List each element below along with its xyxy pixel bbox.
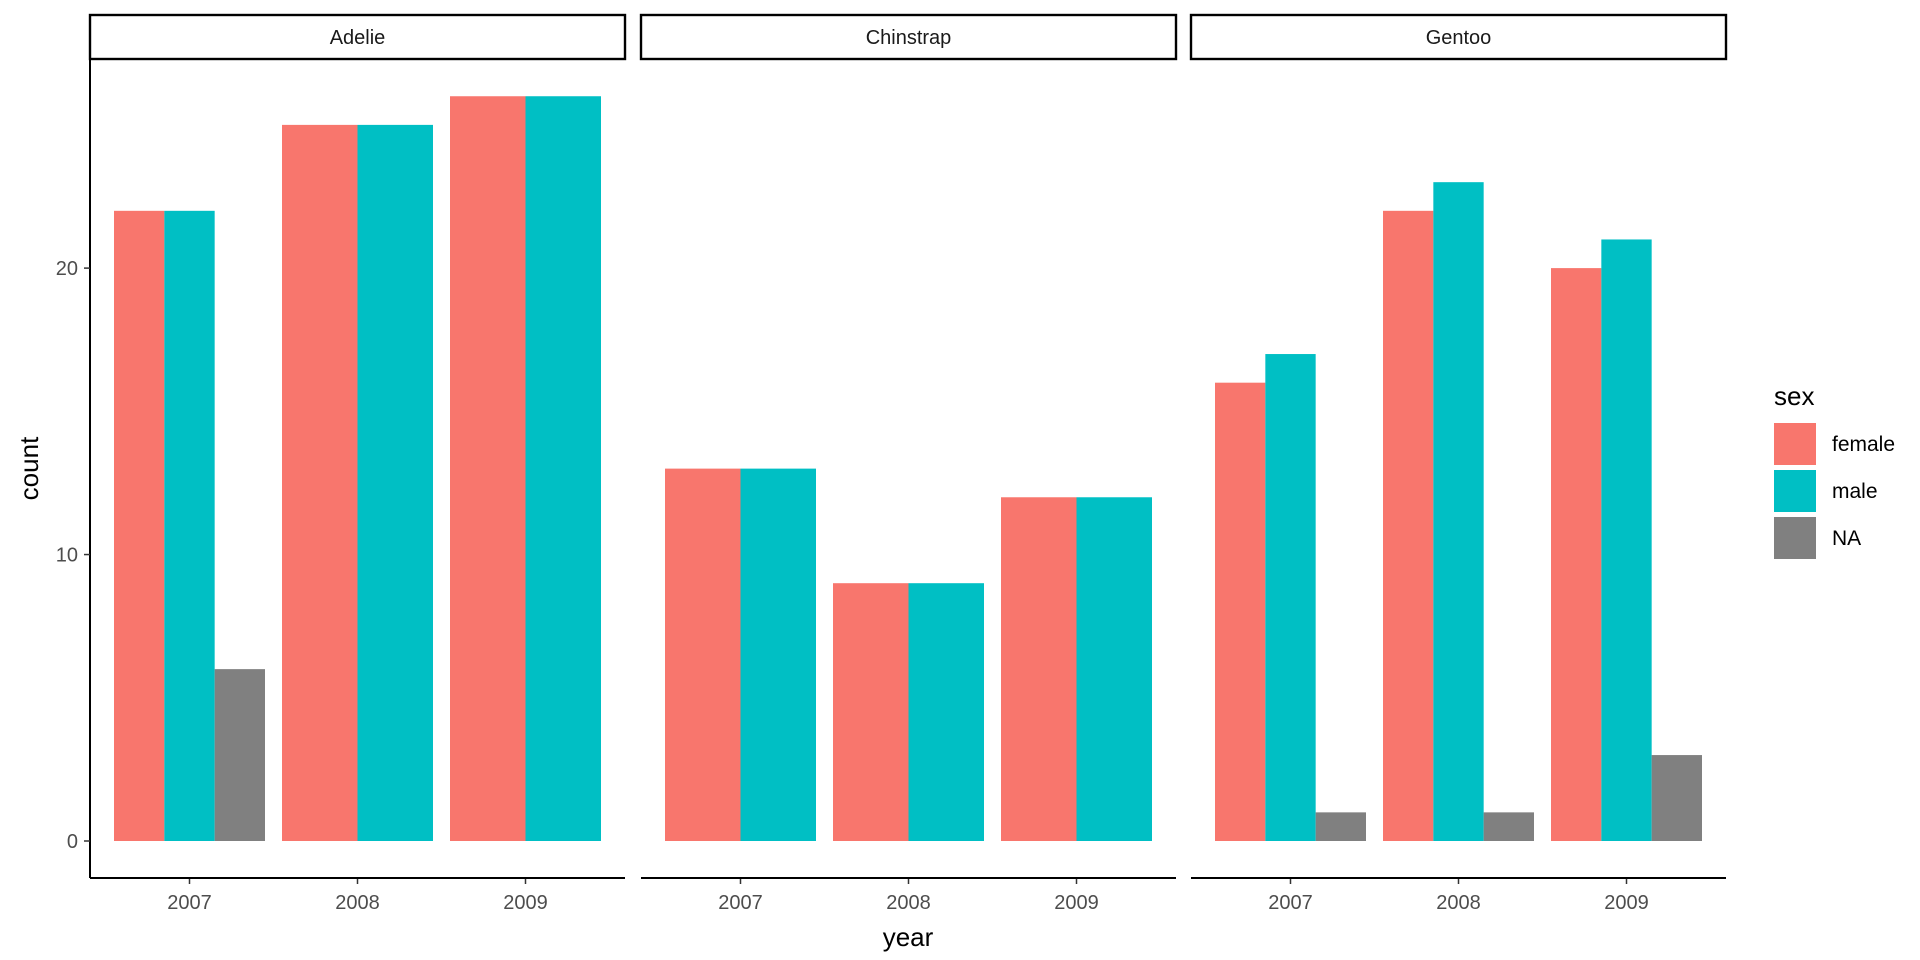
bar-gentoo-2009-female: [1551, 268, 1602, 842]
legend-key-male: [1774, 470, 1816, 512]
x-tick-label: 2007: [1268, 892, 1313, 914]
legend-title: sex: [1774, 381, 1814, 411]
legend-label-female: female: [1832, 433, 1895, 456]
y-tick-label: 20: [56, 258, 78, 280]
facet-strip-adelie: [88, 13, 627, 61]
bar-gentoo-2008-na: [1483, 812, 1534, 841]
facet-label-chinstrap: Chinstrap: [866, 27, 952, 49]
bar-adelie-2008-male: [357, 124, 433, 841]
bar-adelie-2008-female: [282, 124, 358, 841]
bar-adelie-2009-male: [525, 96, 601, 841]
bar-chinstrap-2007-male: [740, 468, 816, 841]
legend-key-na: [1774, 517, 1816, 559]
bar-gentoo-2008-male: [1433, 182, 1484, 841]
legend-key-female: [1774, 423, 1816, 465]
bar-adelie-2009-female: [450, 96, 526, 841]
bar-gentoo-2008-female: [1383, 210, 1434, 842]
legend-label-na: NA: [1832, 527, 1861, 550]
x-tick-label: 2009: [1604, 892, 1649, 914]
bar-adelie-2007-na: [214, 669, 265, 841]
bar-chinstrap-2009-male: [1076, 497, 1152, 841]
x-tick-label: 2009: [1054, 892, 1099, 914]
y-tick-label: 10: [56, 545, 78, 567]
bar-gentoo-2007-na: [1315, 812, 1366, 841]
legend-label-male: male: [1832, 480, 1878, 503]
x-tick-label: 2008: [886, 892, 931, 914]
x-tick-label: 2009: [503, 892, 548, 914]
bar-chinstrap-2008-female: [833, 583, 909, 841]
bar-gentoo-2007-female: [1215, 382, 1266, 841]
bar-gentoo-2009-male: [1601, 239, 1652, 841]
facet-strip-chinstrap: [639, 13, 1178, 61]
facet-label-gentoo: Gentoo: [1426, 27, 1492, 49]
x-tick-label: 2008: [335, 892, 380, 914]
x-tick-label: 2007: [167, 892, 212, 914]
bar-adelie-2007-male: [164, 210, 215, 842]
bar-chinstrap-2008-male: [908, 583, 984, 841]
bar-gentoo-2009-na: [1651, 755, 1702, 841]
facet-label-adelie: Adelie: [330, 27, 386, 49]
bar-chinstrap-2009-female: [1001, 497, 1077, 841]
y-axis-title: count: [14, 436, 44, 500]
bar-chinstrap-2007-female: [665, 468, 741, 841]
x-axis-title: year: [883, 922, 934, 952]
y-tick-label: 0: [67, 831, 78, 853]
x-tick-label: 2008: [1436, 892, 1481, 914]
bar-adelie-2007-female: [114, 210, 165, 842]
x-tick-label: 2007: [718, 892, 763, 914]
bar-gentoo-2007-male: [1265, 354, 1316, 841]
facet-strip-gentoo: [1189, 13, 1728, 61]
